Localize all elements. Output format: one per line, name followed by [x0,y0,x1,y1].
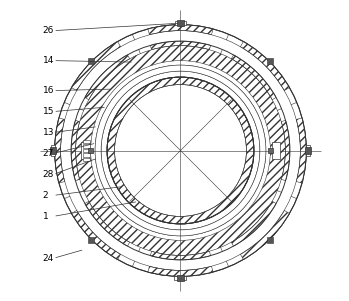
Bar [82,153,90,157]
Bar [267,58,273,64]
Bar [82,140,90,143]
Bar [51,144,55,157]
Text: 2: 2 [43,191,48,200]
Wedge shape [231,55,276,100]
Wedge shape [72,210,120,259]
Wedge shape [240,210,289,259]
Text: 27: 27 [43,149,54,158]
Text: 24: 24 [43,254,54,263]
Wedge shape [296,118,306,183]
Bar [82,149,90,152]
Bar [82,158,90,161]
Wedge shape [85,201,129,246]
Bar [50,147,57,154]
Wedge shape [76,46,285,255]
Bar [88,237,94,243]
Text: 13: 13 [43,128,54,137]
Wedge shape [85,55,129,100]
Wedge shape [71,120,80,181]
Wedge shape [95,65,266,236]
Wedge shape [150,251,211,260]
Text: 26: 26 [43,26,54,35]
Wedge shape [72,42,120,91]
Bar [305,147,311,154]
Text: 14: 14 [43,56,54,65]
Text: 15: 15 [43,107,54,116]
Bar [81,142,89,159]
Bar [88,148,93,153]
Bar [177,20,184,26]
Circle shape [107,77,254,224]
Bar [272,142,280,159]
Circle shape [55,25,306,276]
Wedge shape [148,25,213,35]
Text: 16: 16 [43,86,54,95]
Bar [268,148,273,153]
Wedge shape [148,266,213,276]
Wedge shape [281,120,290,181]
Text: 1: 1 [43,212,49,221]
Wedge shape [150,41,211,50]
Bar [88,58,94,64]
Bar [306,144,310,157]
Bar [267,237,273,243]
Bar [177,275,184,281]
Wedge shape [55,118,65,183]
Bar [82,144,90,148]
Wedge shape [240,42,289,91]
Bar [174,276,186,280]
Wedge shape [231,201,276,246]
Circle shape [114,85,246,216]
Bar [174,21,186,25]
Text: 28: 28 [43,170,54,179]
